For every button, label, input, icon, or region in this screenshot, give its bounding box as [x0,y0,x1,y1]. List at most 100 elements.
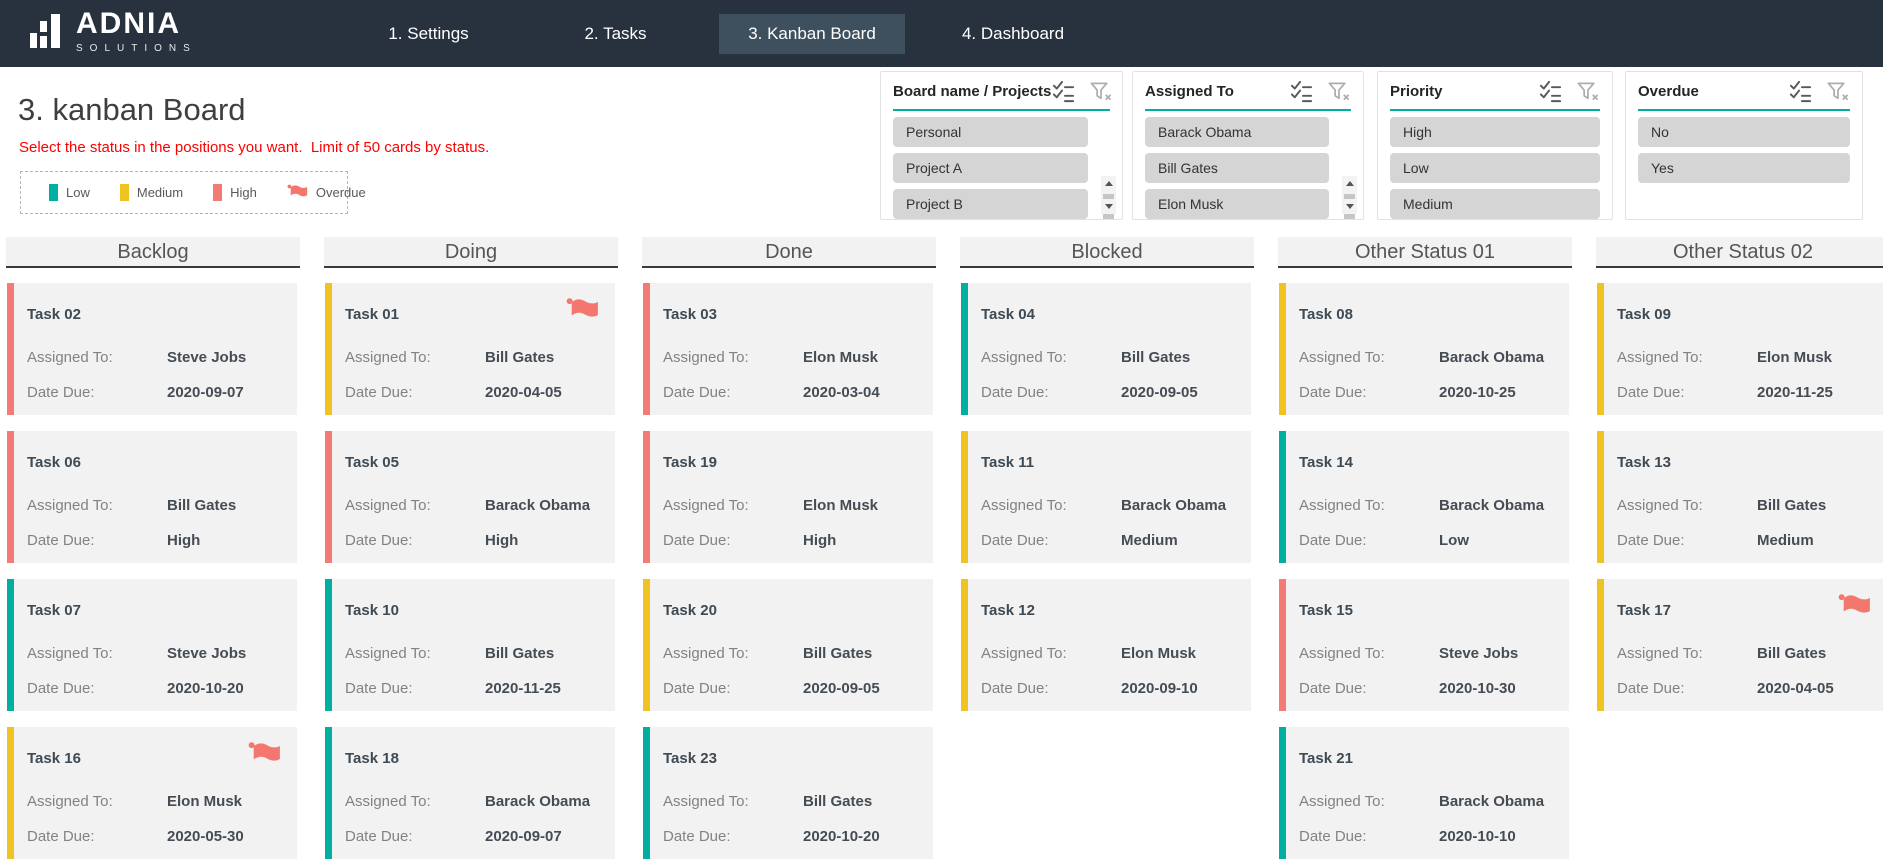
nav-tab-kanban-board[interactable]: 3. Kanban Board [719,14,905,54]
kanban-card-task-23[interactable]: Task 23 Assigned To: Bill Gates Date Due… [643,727,933,859]
column-header-backlog: Backlog [6,237,300,268]
kanban-card-task-02[interactable]: Task 02 Assigned To: Steve Jobs Date Due… [7,283,297,415]
clear-filter-icon[interactable] [1088,79,1113,104]
slicer-overdue: Overdue No Yes [1625,71,1863,220]
kanban-card-task-16[interactable]: Task 16 Assigned To: Elon Musk Date Due:… [7,727,297,859]
clear-filter-icon[interactable] [1326,79,1351,104]
kanban-card-task-20[interactable]: Task 20 Assigned To: Bill Gates Date Due… [643,579,933,711]
legend-swatch-high [213,184,223,201]
scroll-up-icon[interactable] [1101,176,1116,191]
date-due-value: 2020-09-05 [803,680,880,697]
column-header-blocked: Blocked [960,237,1254,268]
kanban-card-task-15[interactable]: Task 15 Assigned To: Steve Jobs Date Due… [1279,579,1569,711]
card-task-name: Task 16 [27,750,81,767]
kanban-card-task-04[interactable]: Task 04 Assigned To: Bill Gates Date Due… [961,283,1251,415]
multi-select-icon[interactable] [1538,79,1563,104]
assigned-to-label: Assigned To: [663,645,749,662]
kanban-card-task-12[interactable]: Task 12 Assigned To: Elon Musk Date Due:… [961,579,1251,711]
assigned-to-value: Barack Obama [485,793,591,810]
date-due-value: 2020-11-25 [1757,384,1833,401]
slicer-item[interactable]: High [1390,117,1600,147]
kanban-card-task-10[interactable]: Task 10 Assigned To: Bill Gates Date Due… [325,579,615,711]
date-due-value: 2020-04-05 [1757,680,1834,697]
kanban-card-task-03[interactable]: Task 03 Assigned To: Elon Musk Date Due:… [643,283,933,415]
date-due-value: High [803,532,837,549]
date-due-value: 2020-09-07 [485,828,562,845]
multi-select-icon[interactable] [1051,79,1076,104]
kanban-card-task-18[interactable]: Task 18 Assigned To: Barack Obama Date D… [325,727,615,859]
slicer-item[interactable]: Barack Obama [1145,117,1329,147]
slicer-item[interactable]: Personal [893,117,1088,147]
legend-item: Low [49,184,90,201]
kanban-card-task-08[interactable]: Task 08 Assigned To: Barack Obama Date D… [1279,283,1569,415]
slicer-item[interactable]: Yes [1638,153,1850,183]
kanban-card-task-05[interactable]: Task 05 Assigned To: Barack Obama Date D… [325,431,615,563]
kanban-card-task-01[interactable]: Task 01 Assigned To: Bill Gates Date Due… [325,283,615,415]
assigned-to-label: Assigned To: [1299,793,1385,810]
card-task-name: Task 12 [981,602,1035,619]
slicer-scrollbar[interactable] [1101,176,1116,219]
slicer-item[interactable]: Project A [893,153,1088,183]
scroll-up-icon[interactable] [1342,176,1357,191]
kanban-card-task-09[interactable]: Task 09 Assigned To: Elon Musk Date Due:… [1597,283,1883,415]
card-task-name: Task 17 [1617,602,1671,619]
slicer-accent-underline [1145,109,1351,111]
priority-stripe [643,431,650,563]
column-header-doing: Doing [324,237,618,268]
priority-stripe [325,579,332,711]
slicer-scrollbar[interactable] [1342,176,1357,219]
nav-tab-dashboard[interactable]: 4. Dashboard [943,14,1083,54]
date-due-value: 2020-11-25 [485,680,561,697]
page-title: 3. kanban Board [18,92,246,127]
slicer-item[interactable]: Bill Gates [1145,153,1329,183]
kanban-card-task-17[interactable]: Task 17 Assigned To: Bill Gates Date Due… [1597,579,1883,711]
date-due-value: 2020-05-30 [167,828,244,845]
date-due-label: Date Due: [663,532,731,549]
card-task-name: Task 21 [1299,750,1353,767]
multi-select-icon[interactable] [1788,79,1813,104]
brand-bars-icon [30,9,66,60]
slicer-title: Assigned To [1145,83,1234,100]
card-task-name: Task 13 [1617,454,1671,471]
kanban-card-task-13[interactable]: Task 13 Assigned To: Bill Gates Date Due… [1597,431,1883,563]
assigned-to-value: Bill Gates [167,497,237,514]
date-due-label: Date Due: [663,384,731,401]
column-header-other-status-02: Other Status 02 [1596,237,1883,268]
date-due-value: 2020-04-05 [485,384,562,401]
multi-select-icon[interactable] [1289,79,1314,104]
slicer-item[interactable]: No [1638,117,1850,147]
scroll-down-icon[interactable] [1342,199,1357,214]
nav-tab-tasks[interactable]: 2. Tasks [563,14,668,54]
slicer-title: Overdue [1638,83,1699,100]
slicer-item[interactable]: Low [1390,153,1600,183]
assigned-to-value: Bill Gates [803,645,873,662]
assigned-to-label: Assigned To: [1299,645,1385,662]
scroll-down-icon[interactable] [1101,199,1116,214]
clear-filter-icon[interactable] [1575,79,1600,104]
priority-stripe [1279,431,1286,563]
assigned-to-label: Assigned To: [345,793,431,810]
kanban-card-task-06[interactable]: Task 06 Assigned To: Bill Gates Date Due… [7,431,297,563]
kanban-card-task-14[interactable]: Task 14 Assigned To: Barack Obama Date D… [1279,431,1569,563]
assigned-to-label: Assigned To: [1617,349,1703,366]
legend-label: Overdue [315,185,366,200]
slicer-item[interactable]: Project B [893,189,1088,219]
kanban-card-task-19[interactable]: Task 19 Assigned To: Elon Musk Date Due:… [643,431,933,563]
kanban-card-task-11[interactable]: Task 11 Assigned To: Barack Obama Date D… [961,431,1251,563]
kanban-card-task-21[interactable]: Task 21 Assigned To: Barack Obama Date D… [1279,727,1569,859]
priority-stripe [7,431,14,563]
date-due-value: High [485,532,519,549]
slicer-item[interactable]: Medium [1390,189,1600,219]
date-due-value: 2020-10-25 [1439,384,1516,401]
kanban-card-task-07[interactable]: Task 07 Assigned To: Steve Jobs Date Due… [7,579,297,711]
column-header-done: Done [642,237,936,268]
nav-tab-settings[interactable]: 1. Settings [366,14,491,54]
slicer-accent-underline [1390,109,1600,111]
clear-filter-icon[interactable] [1825,79,1850,104]
card-task-name: Task 20 [663,602,717,619]
date-due-label: Date Due: [1299,384,1367,401]
column-title: Doing [444,241,498,263]
date-due-label: Date Due: [1617,532,1685,549]
slicer-item[interactable]: Elon Musk [1145,189,1329,219]
